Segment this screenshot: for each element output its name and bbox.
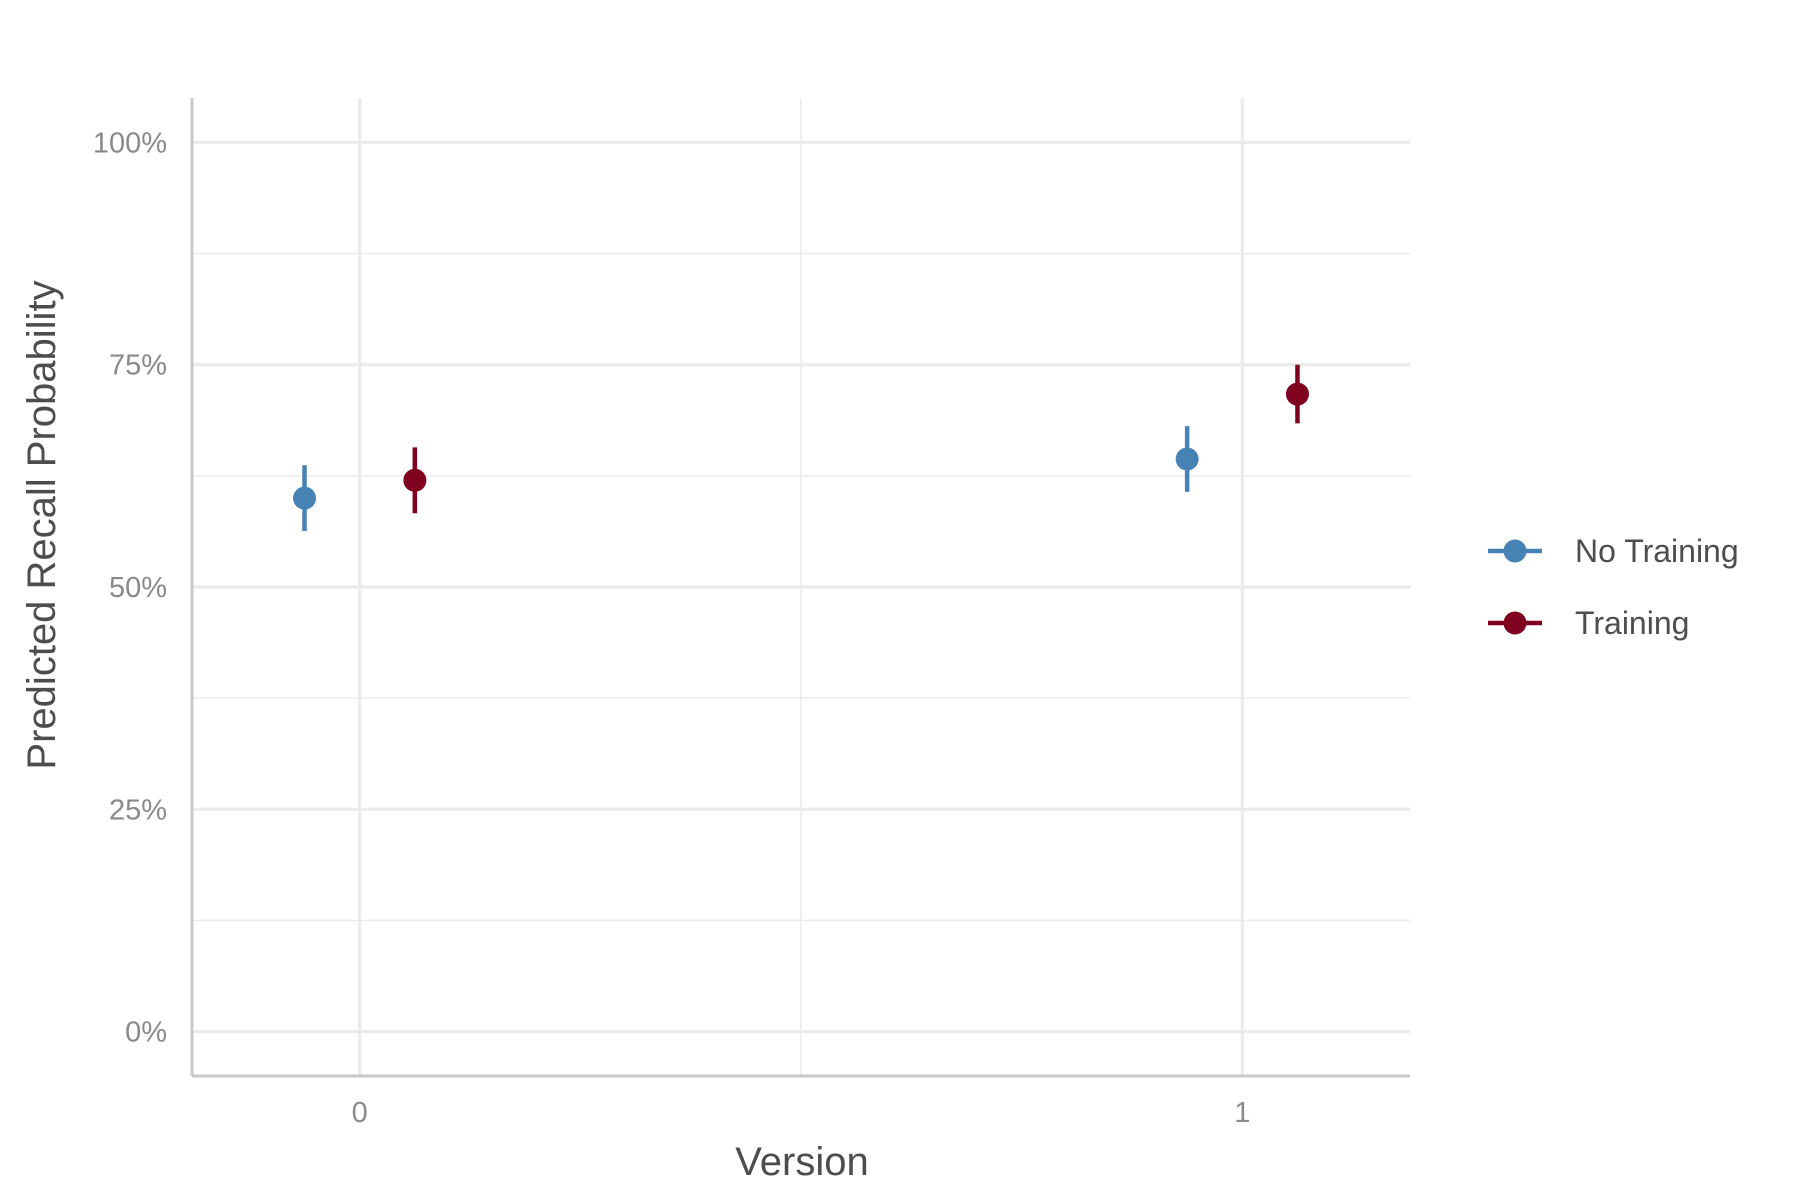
y-tick-label: 0% <box>125 1017 167 1049</box>
y-tick-label: 75% <box>109 350 167 382</box>
data-point <box>293 486 317 510</box>
legend-label: Training <box>1575 605 1689 641</box>
y-axis-title: Predicted Recall Probability <box>20 280 64 769</box>
legend-key-point <box>1503 539 1527 563</box>
legend: No Training Training <box>1488 533 1739 641</box>
x-tick-label: 0 <box>352 1097 368 1129</box>
data-marks <box>293 364 1309 531</box>
x-axis-title: Version <box>735 1140 868 1184</box>
legend-label: No Training <box>1575 533 1739 569</box>
data-point <box>1175 447 1199 471</box>
axes <box>190 98 1410 1078</box>
y-tick-label: 25% <box>109 794 167 826</box>
y-tick-label: 50% <box>109 572 167 604</box>
data-point <box>1285 382 1309 406</box>
x-tick-label: 1 <box>1234 1097 1250 1129</box>
y-tick-label: 100% <box>93 127 167 159</box>
data-point <box>403 468 427 492</box>
legend-key-point <box>1503 611 1527 635</box>
major-gridlines <box>192 98 1410 1076</box>
y-tick-labels: 0% 25% 50% 75% 100% <box>93 127 167 1048</box>
